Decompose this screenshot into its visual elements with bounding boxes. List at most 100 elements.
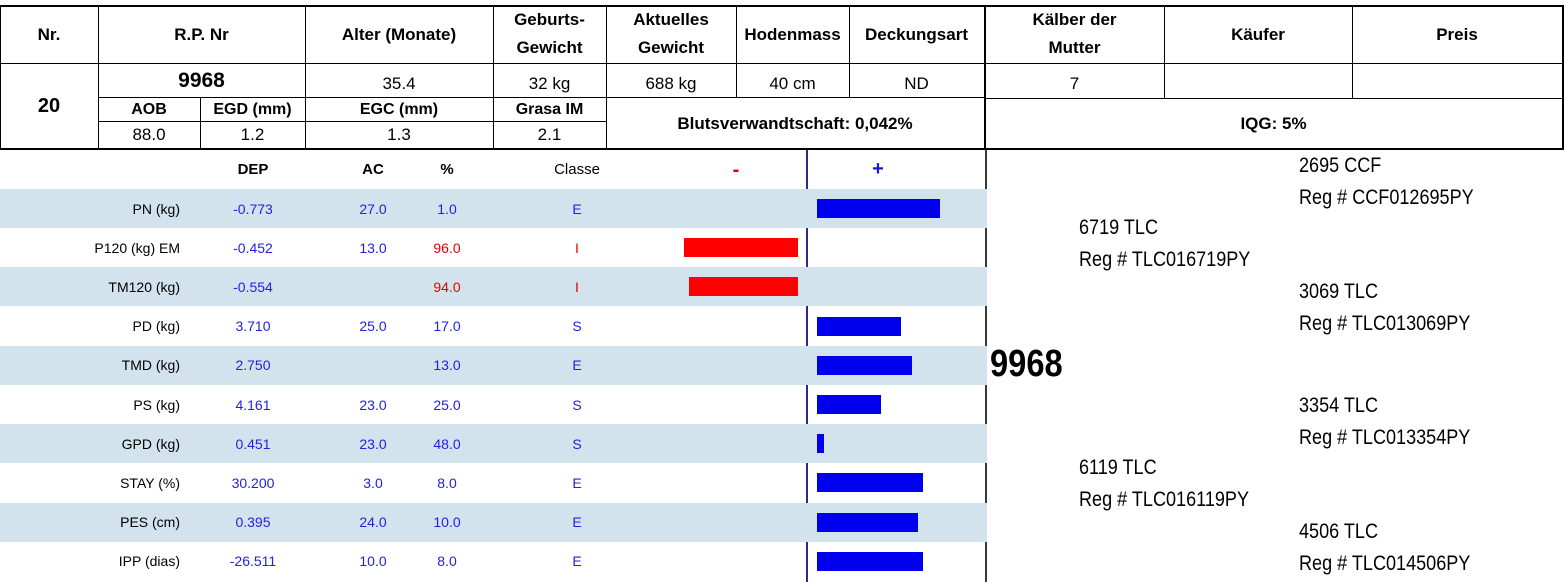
header-kaelber: Kälber der Mutter xyxy=(1032,10,1117,57)
col-divider xyxy=(305,5,306,149)
dep-value: 3.710 xyxy=(235,318,271,335)
header-nr: Nr. xyxy=(37,25,61,44)
positive-bar xyxy=(817,473,923,493)
classe-value: E xyxy=(572,200,582,217)
iqg: IQG: 5% xyxy=(1240,114,1307,133)
trait-label: TMD (kg) xyxy=(121,357,180,374)
pedigree-dam: 6119 TLC Reg # TLC016119PY xyxy=(1079,456,1250,511)
ac-value xyxy=(333,267,413,306)
col-divider xyxy=(849,5,850,98)
positive-bar xyxy=(817,395,881,414)
pedigree-sire-dam: 3069 TLC Reg # TLC013069PY xyxy=(1299,280,1471,335)
ac-value xyxy=(333,346,413,385)
positive-bar xyxy=(817,316,901,336)
col-divider xyxy=(984,5,986,149)
header-deckungsart: Deckungsart xyxy=(865,25,968,44)
table-row: STAY (%) 30.200 3.0 8.0 E xyxy=(0,463,987,502)
classe-value: E xyxy=(572,357,582,374)
aob-value: 88.0 xyxy=(132,125,166,144)
table-row: TM120 (kg) -0.554 94.0 I xyxy=(0,267,987,307)
pct-value: 1.0 xyxy=(437,200,457,217)
table-row: PES (cm) 0.395 24.0 10.0 E xyxy=(0,502,987,542)
grasa-label: Grasa IM xyxy=(515,100,584,118)
pct-value: 13.0 xyxy=(433,357,461,374)
positive-bar xyxy=(817,199,940,218)
values-row-border xyxy=(98,97,984,98)
col-header-ac: AC xyxy=(362,160,384,178)
negative-bar xyxy=(684,238,798,258)
header-geburtsgewicht: Geburts- Gewicht xyxy=(514,10,585,57)
negative-bar xyxy=(689,277,798,297)
pedigree-dam-sire: 3354 TLC Reg # TLC013354PY xyxy=(1299,394,1471,449)
ac-value: 23.0 xyxy=(359,396,387,413)
animal-kaeufer[interactable] xyxy=(1164,70,1352,98)
header-hodenmass: Hodenmass xyxy=(744,25,841,44)
egc-value: 1.3 xyxy=(387,125,411,144)
header-kaeufer: Käufer xyxy=(1231,25,1285,44)
egd-value: 1.2 xyxy=(240,125,265,144)
classe-value: E xyxy=(572,474,582,491)
trait-label: STAY (%) xyxy=(120,474,180,491)
ac-value: 23.0 xyxy=(359,435,387,452)
pct-value: 8.0 xyxy=(437,474,457,491)
ac-value: 24.0 xyxy=(359,514,387,531)
pct-value: 96.0 xyxy=(433,239,461,256)
table-row: PN (kg) -0.773 27.0 1.0 E xyxy=(0,189,987,228)
classe-value: E xyxy=(572,514,582,531)
pct-value: 48.0 xyxy=(433,435,461,452)
classe-value: I xyxy=(575,239,579,256)
dep-value: -0.452 xyxy=(233,239,273,256)
trait-label: PES (cm) xyxy=(120,514,180,531)
classe-value: I xyxy=(575,278,579,295)
table-row: GPD (kg) 0.451 23.0 48.0 S xyxy=(0,424,987,464)
col-divider xyxy=(98,5,99,149)
classe-value: S xyxy=(572,396,582,413)
trait-label: PD (kg) xyxy=(132,318,180,335)
header-aktuelles-gewicht: Aktuelles Gewicht xyxy=(633,10,709,57)
dep-value: 0.395 xyxy=(235,514,271,531)
table-row: PS (kg) 4.161 23.0 25.0 S xyxy=(0,385,987,424)
animal-geburtsgewicht: 32 kg xyxy=(528,74,571,93)
ac-value: 25.0 xyxy=(359,318,387,335)
trait-label: TM120 (kg) xyxy=(108,278,180,295)
trait-label: GPD (kg) xyxy=(121,435,180,452)
positive-bar xyxy=(817,551,923,571)
animal-rp-nr: 9968 xyxy=(178,68,225,92)
top-border xyxy=(0,5,1564,7)
table-row: TMD (kg) 2.750 13.0 E xyxy=(0,345,987,385)
ac-value: 27.0 xyxy=(359,200,387,217)
positive-bar xyxy=(817,355,912,375)
pct-value: 8.0 xyxy=(437,553,457,570)
table-row: IPP (dias) -26.511 10.0 8.0 E xyxy=(0,542,987,581)
col-header-dep: DEP xyxy=(237,160,269,178)
dep-value: 30.200 xyxy=(231,474,275,491)
dep-value: -0.773 xyxy=(233,200,273,217)
pct-value: 25.0 xyxy=(433,396,461,413)
animal-kaelber: 7 xyxy=(1069,74,1080,93)
col-header-minus: - xyxy=(732,158,740,181)
egc-label: EGC (mm) xyxy=(359,100,439,118)
dep-value: 2.750 xyxy=(235,357,271,374)
col-header-pct: % xyxy=(440,160,454,178)
col-divider xyxy=(736,5,737,98)
animal-nr: 20 xyxy=(37,95,61,117)
pedigree: 9968 2695 CCF Reg # CCF012695PY 6719 TLC R… xyxy=(987,150,1564,582)
dep-value: 4.161 xyxy=(235,396,271,413)
animal-alter: 35.4 xyxy=(382,74,416,93)
pct-value: 94.0 xyxy=(433,278,461,295)
animal-aktuelles-gewicht: 688 kg xyxy=(645,74,697,93)
ac-value: 3.0 xyxy=(363,474,383,491)
blutsverwandtschaft: Blutsverwandtschaft: 0,042% xyxy=(677,113,913,133)
trait-label: PS (kg) xyxy=(133,396,180,413)
dep-value: 0.451 xyxy=(235,435,271,452)
table-row: PD (kg) 3.710 25.0 17.0 S xyxy=(0,307,987,346)
col-divider xyxy=(1562,5,1564,149)
col-header-plus: + xyxy=(872,157,884,180)
animal-preis[interactable] xyxy=(1352,70,1562,98)
animal-hodenmass: 40 cm xyxy=(769,74,816,93)
pedigree-animal: 9968 xyxy=(990,343,1063,385)
trait-label: P120 (kg) EM xyxy=(94,239,180,256)
col-divider xyxy=(493,5,494,149)
header-grid-bottom xyxy=(0,148,1564,150)
trait-label: IPP (dias) xyxy=(118,553,180,570)
